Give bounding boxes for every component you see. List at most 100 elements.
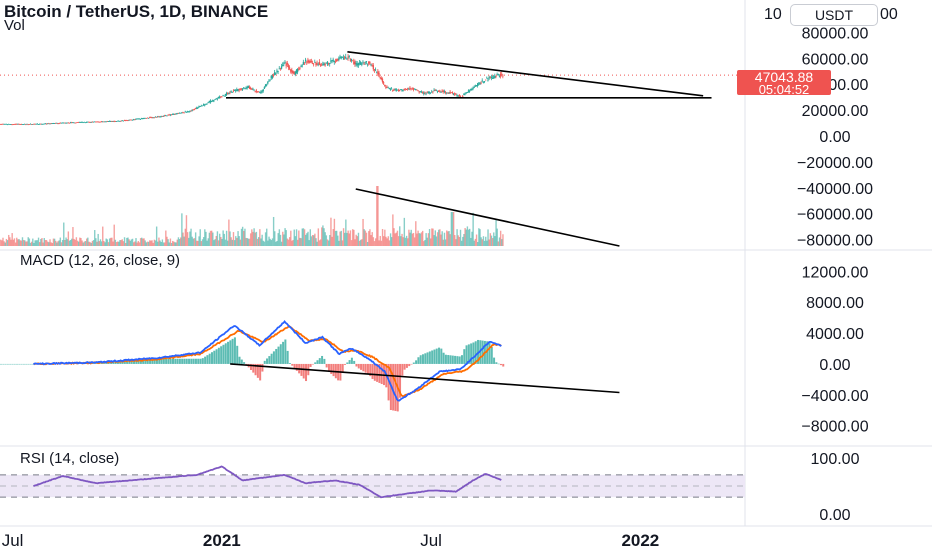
macd-histogram-bar [169, 358, 172, 364]
candle [323, 63, 325, 66]
volume-bar [82, 242, 84, 246]
candle [76, 122, 79, 123]
macd-histogram-bar [183, 358, 186, 364]
candle [400, 89, 402, 90]
macd-histogram-bar [123, 360, 126, 364]
volume-bar [404, 237, 407, 246]
candle [409, 87, 411, 90]
macd-histogram-bar [254, 363, 257, 376]
volume-bar [12, 239, 15, 246]
candle [34, 123, 36, 125]
volume-bar [318, 240, 321, 246]
candle [65, 122, 67, 124]
candle [129, 119, 131, 121]
macd-histogram-bar [112, 361, 115, 364]
macd-histogram-bar [275, 348, 278, 364]
macd-histogram-bar [238, 356, 241, 364]
volume-bar [169, 238, 172, 246]
time-axis-tick: Jul [2, 531, 24, 550]
volume-bar [446, 230, 448, 246]
volume-bar [270, 240, 273, 246]
volume-bar [237, 231, 239, 246]
macd-histogram-bar [13, 363, 16, 365]
volume-bar [129, 240, 131, 246]
candle [280, 66, 283, 69]
volume-bar [107, 242, 110, 246]
volume-bar [52, 238, 55, 246]
volume-bar [426, 237, 428, 246]
candle [53, 123, 56, 124]
candle [355, 62, 357, 65]
volume-bar [25, 241, 27, 246]
candle [307, 59, 309, 63]
volume-bar [356, 236, 359, 246]
volume-bar [393, 228, 395, 246]
candle [296, 68, 299, 73]
candle [342, 57, 345, 60]
candle [105, 121, 107, 123]
candle [244, 88, 246, 90]
candle [308, 61, 310, 64]
candle [275, 73, 277, 75]
volume-bar [333, 218, 336, 246]
volume-bar [228, 219, 230, 246]
candle [472, 87, 474, 89]
volume-bar [105, 238, 107, 246]
volume-bar [30, 241, 33, 246]
volume-bar [138, 242, 141, 246]
candle [251, 89, 253, 90]
candle [350, 58, 353, 61]
candle [130, 119, 133, 121]
macd-histogram-bar [366, 363, 369, 375]
macd-histogram-bar [142, 359, 145, 364]
candle [209, 100, 212, 103]
macd-histogram-bar [176, 358, 179, 364]
candle [360, 62, 362, 65]
candle [419, 91, 421, 93]
candle [502, 75, 504, 77]
volume-bar [501, 239, 503, 246]
volume-bar [72, 227, 74, 246]
volume-bar [377, 186, 379, 246]
macd-histogram-bar [284, 339, 287, 364]
candle [418, 91, 420, 93]
candle [337, 59, 339, 61]
macd-histogram-bar [222, 344, 225, 364]
volume-bar [137, 241, 140, 246]
candle [459, 95, 462, 97]
currency-button[interactable]: USDT [790, 4, 878, 26]
volume-bar [485, 236, 487, 246]
macd-histogram-bar [0, 363, 2, 365]
macd-histogram-bar [249, 363, 252, 371]
candle [75, 122, 77, 124]
volume-bar [98, 241, 101, 246]
candle [486, 77, 488, 79]
macd-histogram-bar [2, 363, 5, 365]
candle [421, 91, 424, 93]
macd-histogram-bar [252, 363, 255, 373]
macd-histogram-bar [348, 360, 351, 364]
volume-bar [366, 241, 369, 246]
volume-bar [173, 241, 175, 246]
candle [381, 78, 384, 83]
volume-bar [368, 231, 370, 246]
volume-bar [159, 240, 161, 246]
volume-bar [494, 236, 496, 246]
volume-bar [9, 237, 11, 246]
candle [260, 91, 262, 93]
candle [110, 121, 112, 122]
macd-histogram-bar [277, 346, 280, 364]
macd-histogram-bar [121, 361, 124, 364]
candle [279, 68, 282, 70]
candle [77, 122, 80, 123]
volume-bar [295, 229, 298, 246]
macd-histogram-bar [126, 360, 129, 364]
macd-histogram-bar [16, 363, 19, 365]
macd-histogram-bar [403, 363, 406, 370]
volume-bar [71, 238, 73, 246]
candle [236, 89, 238, 91]
candle [58, 123, 60, 125]
macd-histogram-bar [417, 357, 420, 364]
candle [240, 88, 243, 90]
